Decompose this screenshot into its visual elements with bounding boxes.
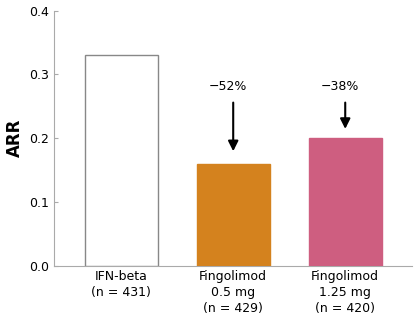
Y-axis label: ARR: ARR (5, 119, 23, 157)
Bar (309, 138, 382, 265)
Bar (85, 55, 158, 265)
Text: −52%: −52% (209, 81, 247, 93)
Text: −38%: −38% (321, 81, 359, 93)
Bar (197, 164, 270, 265)
